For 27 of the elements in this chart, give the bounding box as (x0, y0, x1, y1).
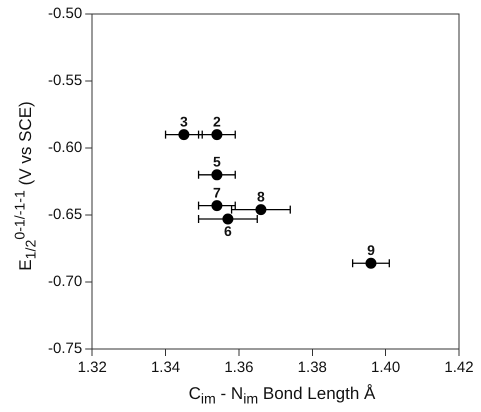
point (365, 258, 376, 269)
x-tick-label: 1.40 (371, 359, 400, 376)
y-tick-label: -0.75 (48, 340, 82, 358)
y-tick-label: -0.70 (48, 273, 82, 290)
x-tick-label: 1.32 (78, 359, 107, 376)
point (211, 129, 222, 140)
point (222, 214, 234, 225)
x-tick-label: 1.38 (298, 359, 327, 376)
annotation: 3 (180, 113, 188, 130)
x-tick-label: 1.36 (224, 359, 254, 376)
point (178, 129, 190, 140)
annotation: 5 (213, 154, 222, 170)
y-tick-label: -0.60 (48, 139, 82, 156)
point (255, 204, 266, 216)
x-tick-label: 1.42 (444, 359, 474, 376)
x-tick-label: 1.34 (150, 359, 180, 376)
y-tick-label: -0.50 (48, 5, 82, 22)
annotation: 9 (367, 242, 376, 258)
y-tick-label: -0.55 (48, 72, 82, 90)
annotation: 6 (224, 222, 232, 239)
annotation: 8 (257, 188, 266, 204)
point (211, 169, 222, 180)
annotation: 7 (213, 184, 222, 200)
point (211, 200, 222, 212)
x-axis-title: C$_{im}$ - N$_{im}$ Bond Length Å (188, 384, 376, 408)
y-tick-label: -0.65 (48, 206, 82, 224)
annotation: 2 (213, 113, 222, 130)
